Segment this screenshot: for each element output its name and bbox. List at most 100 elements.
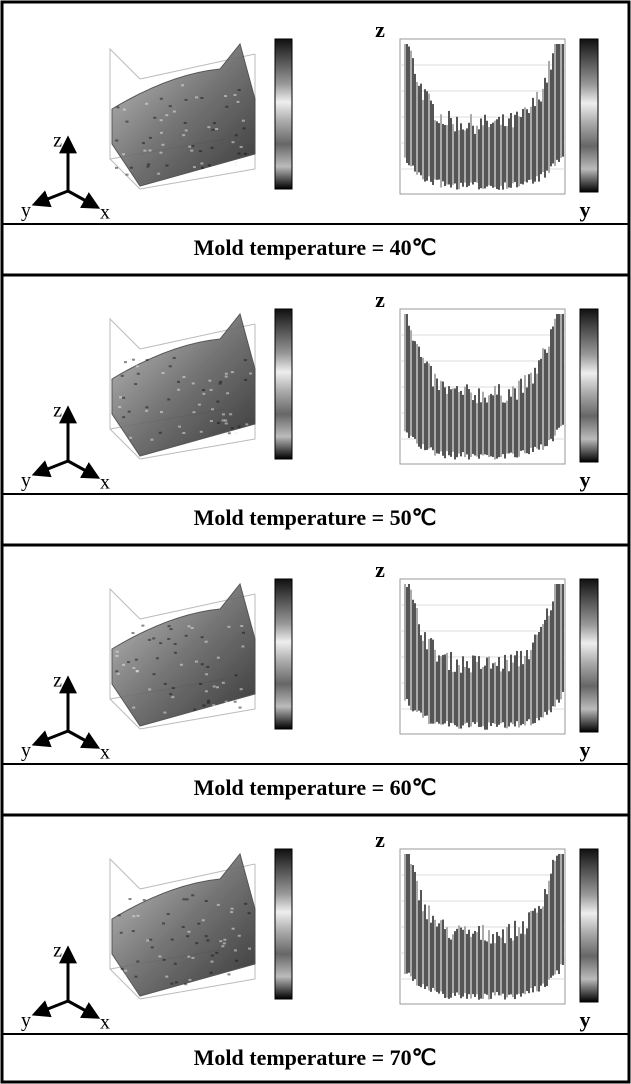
surface-texture xyxy=(227,432,231,435)
surface-texture xyxy=(210,954,214,957)
surface-texture xyxy=(150,438,154,441)
surface-texture xyxy=(145,409,149,412)
axis-label: z xyxy=(375,557,385,582)
surface-texture xyxy=(158,955,162,958)
surface-texture xyxy=(134,383,138,386)
surface-texture xyxy=(237,88,241,91)
surface-texture xyxy=(218,382,222,385)
surface-texture xyxy=(187,625,191,628)
surface-texture xyxy=(224,700,228,703)
surface-texture xyxy=(173,651,177,654)
surface-texture xyxy=(224,372,228,375)
surface-texture xyxy=(224,95,228,98)
axis-arrow xyxy=(67,459,101,479)
plot-box xyxy=(109,317,256,460)
surface-texture xyxy=(184,983,188,986)
colorbar xyxy=(579,308,599,463)
surface-texture xyxy=(147,163,151,166)
axis-label: z xyxy=(53,940,62,962)
surface-texture xyxy=(227,625,231,628)
surface-texture xyxy=(178,425,182,428)
surface-texture xyxy=(239,145,243,148)
axis-label: y xyxy=(580,467,591,492)
axis-arrow xyxy=(31,729,69,748)
surface-texture xyxy=(129,436,133,439)
surface-texture xyxy=(166,913,170,916)
surface-texture xyxy=(193,708,197,711)
colorbar xyxy=(579,848,599,1003)
axis-label: z xyxy=(53,130,62,152)
surface-texture xyxy=(162,958,166,961)
surface-texture xyxy=(136,914,140,917)
surface-texture xyxy=(125,173,129,176)
surface-texture xyxy=(122,416,126,419)
surface-texture xyxy=(123,974,127,977)
surface-texture xyxy=(201,919,205,922)
surface-texture xyxy=(118,405,122,408)
surface-texture xyxy=(127,410,131,413)
surface-texture xyxy=(216,656,220,659)
surface-texture xyxy=(159,131,163,134)
surface-texture xyxy=(157,172,161,175)
surface-texture xyxy=(182,376,186,379)
surface-texture xyxy=(194,660,198,663)
surface-texture xyxy=(143,149,147,152)
surface-texture xyxy=(201,389,205,392)
surface-texture xyxy=(237,934,241,937)
surface-texture xyxy=(153,116,157,119)
surface-texture xyxy=(219,940,223,943)
surface-texture xyxy=(239,688,243,691)
surface-texture xyxy=(245,423,249,426)
panel: z y x z y Mold temperature = 70℃ xyxy=(2,827,629,1070)
surface-texture xyxy=(122,396,126,399)
surface-texture xyxy=(170,938,174,941)
axis-arrow xyxy=(67,189,101,209)
surface-texture xyxy=(115,166,119,169)
surface-texture xyxy=(244,902,248,905)
surface-texture xyxy=(233,700,237,703)
surface-texture xyxy=(204,640,208,643)
surface-texture xyxy=(168,365,172,368)
surface-texture xyxy=(224,422,228,425)
surface-texture xyxy=(135,365,139,368)
axis-label: z xyxy=(375,287,385,312)
surface-texture xyxy=(205,673,209,676)
surface-texture xyxy=(231,141,235,144)
surface-texture xyxy=(184,634,188,637)
surface-texture xyxy=(230,371,234,374)
plot-box xyxy=(109,47,256,190)
surface-texture xyxy=(202,704,206,707)
surface-texture xyxy=(224,375,228,378)
surface-texture xyxy=(204,900,208,903)
surface-texture xyxy=(236,100,240,103)
surface-texture xyxy=(234,164,238,167)
surface-texture xyxy=(188,145,192,148)
surface-texture xyxy=(171,696,175,699)
surface-texture xyxy=(136,960,140,963)
colorbar xyxy=(274,308,293,460)
surface-texture xyxy=(116,980,120,983)
surface-texture xyxy=(237,152,241,155)
surface-texture xyxy=(176,380,180,383)
plot-box xyxy=(109,857,256,1000)
surface-texture xyxy=(168,105,172,108)
surface-texture xyxy=(241,119,245,122)
surface-texture xyxy=(173,962,177,965)
surface-texture xyxy=(131,930,135,933)
surface-texture xyxy=(241,631,245,634)
surface xyxy=(111,312,256,457)
colorbar xyxy=(274,578,293,730)
surface-texture xyxy=(163,711,167,714)
surface-texture xyxy=(159,119,163,122)
surface-texture xyxy=(115,139,119,142)
surface-texture xyxy=(147,638,151,641)
surface-texture xyxy=(247,912,251,915)
surface-texture xyxy=(240,625,244,628)
surface-texture xyxy=(181,925,185,928)
axis-label: z xyxy=(53,400,62,422)
surface-texture xyxy=(159,642,163,645)
surface-texture xyxy=(115,654,119,657)
axis-label: y xyxy=(21,740,31,762)
surface-texture xyxy=(160,411,164,414)
